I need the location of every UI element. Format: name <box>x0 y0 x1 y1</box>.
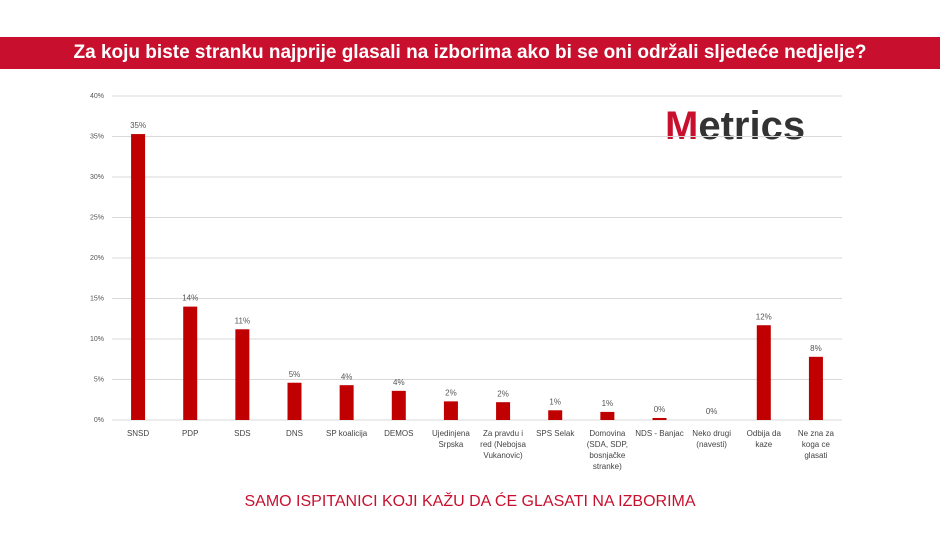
bar <box>391 390 406 420</box>
value-label: 4% <box>393 378 405 387</box>
y-tick-label: 30% <box>90 174 104 181</box>
bar <box>339 385 354 420</box>
x-tick-label: PDP <box>181 429 199 438</box>
y-tick-label: 25% <box>90 214 104 221</box>
value-label: 4% <box>341 372 353 381</box>
title-banner: Za koju biste stranku najprije glasali n… <box>0 37 940 69</box>
y-tick-label: 0% <box>94 417 104 424</box>
bar <box>287 382 302 420</box>
bar <box>131 134 146 420</box>
y-tick-label: 10% <box>90 336 104 343</box>
x-tick-label: NDS - Banjac <box>635 429 684 438</box>
bar <box>808 356 823 420</box>
x-tick-label: Za pravdu i red (Nebojsa Vukanovic) <box>480 429 526 460</box>
value-label: 2% <box>445 388 457 397</box>
value-label: 2% <box>497 389 509 398</box>
bar <box>652 417 667 420</box>
y-tick-label: 35% <box>90 133 104 140</box>
bar <box>443 401 458 420</box>
logo: Metrics <box>665 104 806 148</box>
x-tick-label: SNSD <box>126 429 150 438</box>
bar <box>548 410 563 420</box>
y-tick-label: 15% <box>90 295 104 302</box>
x-tick-label: SDS <box>234 429 251 438</box>
x-tick-label: Ne zna za koga ce glasati <box>797 429 834 460</box>
bar <box>756 325 771 420</box>
subtitle: SAMO ISPITANICI KOJI KAŽU DA ĆE GLASATI … <box>244 493 696 510</box>
value-label: 12% <box>756 312 772 321</box>
x-tick-label: Odbija da kaze <box>746 429 781 449</box>
x-tick-label: Domovina (SDA, SDP, bosnjačke stranke) <box>586 429 628 471</box>
bar <box>183 306 198 420</box>
x-tick-label: DEMOS <box>384 429 414 438</box>
value-label: 1% <box>602 399 614 408</box>
value-label: 0% <box>654 405 666 414</box>
bar <box>600 411 615 420</box>
x-tick-label: Neko drugi (navesti) <box>692 429 731 449</box>
x-tick-label: DNS <box>286 429 303 438</box>
value-label: 0% <box>706 407 718 416</box>
bar <box>235 329 250 420</box>
y-tick-label: 5% <box>94 376 104 383</box>
value-label: 11% <box>235 316 250 325</box>
y-tick-label: 20% <box>90 255 104 262</box>
y-tick-label: 40% <box>90 93 104 100</box>
value-label: 14% <box>182 294 198 303</box>
bar <box>496 402 511 420</box>
x-tick-label: SPS Selak <box>536 429 575 438</box>
x-tick-label: Ujedinjena Srpska <box>432 429 470 449</box>
value-label: 35% <box>130 121 146 130</box>
value-label: 5% <box>289 370 301 379</box>
value-label: 1% <box>549 397 561 406</box>
x-tick-label: SP koalicija <box>326 429 368 438</box>
value-label: 8% <box>810 344 822 353</box>
